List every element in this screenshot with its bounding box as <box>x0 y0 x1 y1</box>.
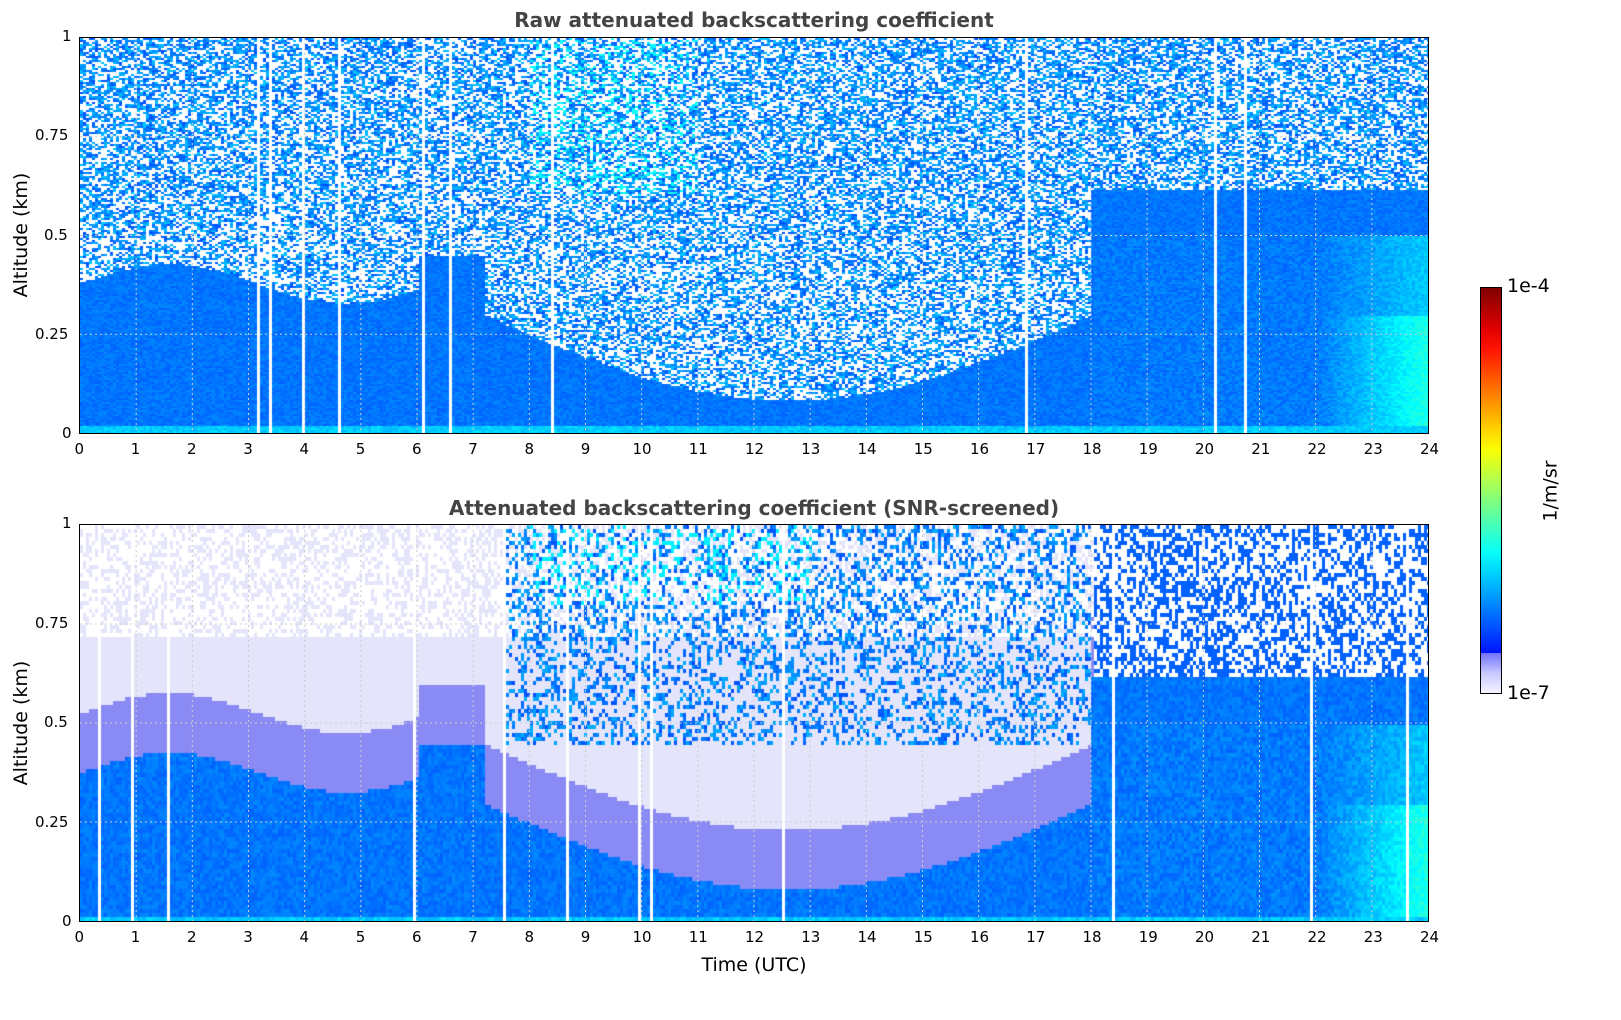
y-tick-label: 0 <box>62 424 72 442</box>
x-tick-label: 0 <box>74 928 85 946</box>
x-tick-label: 9 <box>580 440 591 458</box>
x-tick-label: 13 <box>801 440 821 458</box>
y-tick-label: 0 <box>62 912 72 930</box>
x-tick-label: 4 <box>299 440 310 458</box>
y-tick-label: 0.5 <box>44 225 68 244</box>
panel1-title: Raw attenuated backscattering coefficien… <box>514 8 994 32</box>
x-tick-label: 10 <box>632 928 652 946</box>
panel1-ylabel: Altitude (km) <box>10 172 32 298</box>
x-tick-label: 18 <box>1082 928 1102 946</box>
x-tick-label: 1 <box>130 928 141 946</box>
x-tick-label: 21 <box>1251 440 1271 458</box>
x-tick-label: 5 <box>355 440 366 458</box>
x-tick-label: 2 <box>187 440 197 458</box>
x-tick-label: 7 <box>468 928 478 946</box>
x-tick-label: 12 <box>745 440 765 458</box>
x-tick-label: 6 <box>412 928 422 946</box>
panel1-plot-area <box>79 37 1429 434</box>
panel1-grid <box>80 38 1428 433</box>
x-tick-label: 11 <box>688 928 708 946</box>
x-tick-label: 19 <box>1138 440 1158 458</box>
x-tick-label: 9 <box>580 928 591 946</box>
x-tick-label: 16 <box>970 928 990 946</box>
x-tick-label: 4 <box>299 928 310 946</box>
x-tick-label: 8 <box>524 440 535 458</box>
panel2-grid <box>80 525 1428 921</box>
x-tick-label: 16 <box>970 440 990 458</box>
x-tick-label: 11 <box>688 440 708 458</box>
y-tick-label: 0.25 <box>35 324 69 343</box>
x-tick-label: 22 <box>1307 928 1327 946</box>
x-tick-label: 24 <box>1420 440 1440 458</box>
x-tick-label: 1 <box>130 440 141 458</box>
y-tick-label: 0.75 <box>35 613 69 632</box>
x-tick-label: 22 <box>1307 440 1327 458</box>
y-tick-label: 1 <box>62 514 72 532</box>
x-tick-label: 3 <box>243 440 253 458</box>
x-tick-label: 18 <box>1082 440 1102 458</box>
colorbar-max-label: 1e-4 <box>1507 275 1550 297</box>
colorbar-min-label: 1e-7 <box>1507 682 1550 704</box>
y-tick-label: 0.75 <box>35 126 69 145</box>
panel2-title: Attenuated backscattering coefficient (S… <box>448 496 1060 520</box>
x-tick-label: 21 <box>1251 928 1271 946</box>
x-tick-label: 15 <box>913 928 933 946</box>
x-tick-label: 0 <box>74 440 85 458</box>
x-tick-label: 17 <box>1026 440 1046 458</box>
colorbar-low-segment <box>1481 653 1501 693</box>
x-tick-label: 24 <box>1420 928 1440 946</box>
x-tick-label: 8 <box>524 928 535 946</box>
x-tick-label: 23 <box>1363 440 1383 458</box>
x-tick-label: 15 <box>913 440 933 458</box>
x-tick-label: 7 <box>468 440 478 458</box>
x-tick-label: 19 <box>1138 928 1158 946</box>
colorbar-unit-label: 1/m/sr <box>1539 460 1562 522</box>
x-tick-label: 23 <box>1363 928 1383 946</box>
x-tick-label: 20 <box>1195 928 1215 946</box>
y-tick-label: 1 <box>62 27 72 45</box>
x-tick-label: 6 <box>412 440 422 458</box>
x-tick-label: 20 <box>1195 440 1215 458</box>
panel2-xlabel: Time (UTC) <box>701 954 807 976</box>
x-tick-label: 17 <box>1026 928 1046 946</box>
colorbar <box>1480 287 1502 694</box>
x-tick-label: 3 <box>243 928 253 946</box>
x-tick-label: 14 <box>857 928 877 946</box>
x-tick-label: 5 <box>355 928 366 946</box>
x-tick-label: 12 <box>745 928 765 946</box>
x-tick-label: 10 <box>632 440 652 458</box>
x-tick-label: 13 <box>801 928 821 946</box>
panel2-plot-area <box>79 524 1429 922</box>
y-tick-label: 0.5 <box>44 713 68 731</box>
panel2-ylabel: Altitude (km) <box>10 660 32 786</box>
x-tick-label: 14 <box>857 440 877 458</box>
x-tick-label: 2 <box>187 928 197 946</box>
y-tick-label: 0.25 <box>35 812 69 831</box>
